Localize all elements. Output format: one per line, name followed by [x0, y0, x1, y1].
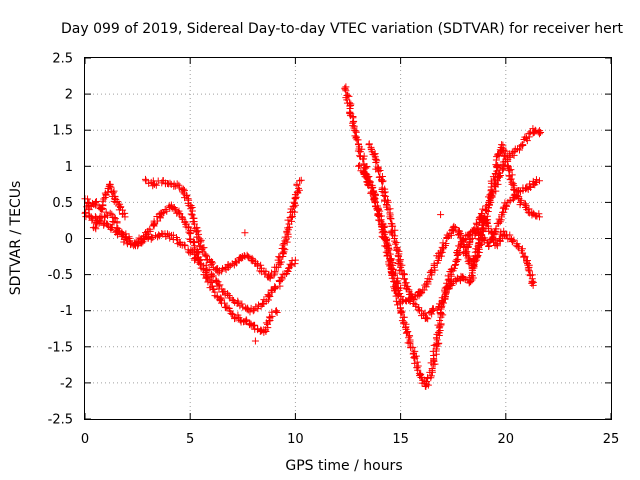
x-tick-label: 20 — [498, 432, 515, 447]
x-tick-label: 10 — [287, 432, 304, 447]
series-track-4 — [142, 176, 305, 282]
data-point — [380, 178, 387, 185]
y-tick-label: 0.5 — [52, 196, 73, 211]
data-point — [274, 309, 281, 316]
data-point — [222, 304, 229, 311]
data-point — [410, 300, 417, 307]
data-point — [346, 109, 353, 116]
data-point — [251, 306, 258, 313]
y-tick-label: 2.5 — [52, 52, 73, 67]
data-point — [284, 224, 291, 231]
y-tick-label: 2 — [65, 88, 73, 103]
sdtvar-chart: Day 099 of 2019, Sidereal Day-to-day VTE… — [0, 0, 640, 480]
x-tick-label: 25 — [603, 432, 620, 447]
data-point — [493, 163, 500, 170]
y-tick-label: -2.5 — [48, 413, 73, 428]
data-point — [142, 176, 149, 183]
data-points — [82, 83, 545, 390]
x-tick-label: 15 — [392, 432, 409, 447]
y-tick-label: -2 — [60, 376, 73, 391]
data-point — [387, 215, 394, 222]
x-tick-label: 0 — [81, 432, 89, 447]
x-axis-label: GPS time / hours — [285, 458, 402, 474]
data-point — [292, 257, 299, 264]
y-tick-label: -1.5 — [48, 340, 73, 355]
y-tick-label: 1 — [65, 160, 73, 175]
x-tick-label: 5 — [186, 432, 194, 447]
data-point — [431, 260, 438, 267]
data-point — [98, 205, 105, 212]
y-axis-label: SDTVAR / TECUs — [8, 181, 24, 296]
data-point — [374, 211, 381, 218]
series-track-7 — [366, 140, 543, 322]
data-point — [245, 253, 252, 260]
y-tick-label: -0.5 — [48, 268, 73, 283]
outlier-point — [437, 211, 444, 218]
data-point — [393, 239, 400, 246]
data-point — [203, 252, 210, 259]
chart-title: Day 099 of 2019, Sidereal Day-to-day VTE… — [61, 21, 623, 37]
data-point — [350, 118, 357, 125]
y-axis-ticks: -2.5 -2 -1.5 -1 -0.5 0 0.5 1 1.5 2 2.5 — [48, 52, 611, 428]
data-point — [241, 318, 248, 325]
data-point — [373, 157, 380, 164]
y-tick-label: 1.5 — [52, 124, 73, 139]
data-point — [273, 307, 280, 314]
series-track-5 — [341, 83, 543, 390]
y-tick-label: -1 — [60, 304, 73, 319]
y-tick-label: 0 — [65, 232, 73, 247]
data-point — [406, 340, 413, 347]
outlier-point — [252, 338, 259, 345]
data-point — [189, 211, 196, 218]
data-point — [399, 317, 406, 324]
outlier-point — [241, 229, 248, 236]
data-point — [436, 317, 443, 324]
